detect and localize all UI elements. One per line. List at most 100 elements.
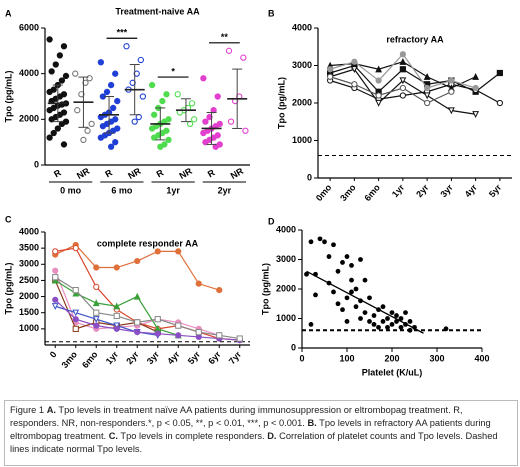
data-point [60, 141, 68, 148]
data-point [48, 68, 55, 75]
series-marker [375, 92, 382, 99]
caption-text: D. [267, 431, 277, 441]
caption-text: C. [108, 431, 119, 441]
panel-label: C [5, 214, 12, 224]
data-point [344, 319, 350, 324]
series-marker [399, 51, 406, 58]
data-point [353, 304, 359, 310]
caption-text: B. [307, 418, 317, 428]
x-tick-label: 200 [384, 353, 399, 363]
data-point [151, 134, 158, 141]
y-tick-label: 2000 [19, 291, 39, 301]
data-point [112, 139, 119, 146]
data-point [443, 326, 449, 332]
x-tick-label: 0 [48, 349, 59, 359]
data-point [380, 304, 386, 310]
data-point [112, 70, 119, 77]
series-marker [399, 84, 406, 92]
series-marker [375, 65, 383, 73]
series-marker [154, 330, 161, 337]
data-point [349, 289, 354, 295]
y-tick-label: 4000 [19, 68, 39, 78]
x-tick-label: 2yr [124, 349, 141, 366]
data-point [313, 292, 318, 298]
series-line [329, 79, 501, 104]
data-point [304, 271, 309, 277]
data-point [398, 316, 404, 321]
significance-label: *** [117, 28, 128, 38]
data-point [353, 286, 359, 292]
x-tick-label: 1yr [390, 182, 407, 199]
data-point [407, 327, 413, 333]
x-tick-label: R [206, 167, 217, 179]
series-marker [93, 264, 100, 271]
data-point [344, 254, 350, 259]
series-marker [216, 287, 223, 294]
data-point [376, 324, 381, 330]
chart-title: Treatment-naive AA [115, 6, 200, 16]
group-label: 6 mo [111, 185, 133, 195]
series-marker [92, 299, 100, 307]
data-point [129, 79, 136, 86]
series-marker [134, 257, 141, 265]
data-point [148, 125, 156, 132]
data-point [46, 88, 53, 96]
data-point [367, 319, 372, 324]
data-point [99, 123, 107, 130]
data-point [371, 313, 377, 318]
x-tick-label: 5yr [186, 349, 203, 366]
data-point [60, 43, 68, 50]
group-label: 1yr [166, 185, 180, 195]
series-marker [134, 328, 141, 336]
data-point [371, 322, 377, 327]
data-point [62, 72, 70, 80]
data-point [88, 120, 95, 128]
data-point [344, 295, 350, 301]
y-axis-label: Tpo (pg/mL) [3, 263, 13, 315]
series-marker [175, 248, 182, 255]
series-line [329, 64, 501, 93]
group-label: 0 mo [60, 185, 82, 195]
series-marker [51, 303, 59, 310]
series-marker [52, 267, 59, 274]
data-point [131, 118, 138, 125]
y-tick-label: 0 [291, 342, 296, 352]
y-tick-label: 3000 [292, 60, 312, 70]
caption-text: Tpo levels in complete responders. [118, 431, 268, 441]
data-point [137, 56, 144, 64]
series-marker [472, 73, 480, 80]
data-point [114, 97, 121, 105]
series-marker [496, 69, 503, 77]
y-tick-label: 3500 [19, 243, 39, 253]
series-line [55, 247, 240, 341]
data-point [335, 301, 341, 307]
data-point [174, 91, 181, 98]
x-tick-label: 4yr [463, 182, 480, 199]
series-marker [327, 73, 334, 80]
series-marker [195, 280, 202, 287]
data-point [326, 254, 332, 259]
series-line [54, 276, 240, 340]
y-tick-label: 0 [34, 159, 39, 169]
data-point [123, 43, 130, 50]
data-point [78, 91, 85, 98]
trend-line [306, 270, 424, 334]
data-point [389, 322, 395, 327]
series-marker [448, 77, 455, 84]
data-point [349, 277, 354, 283]
series-marker [399, 77, 407, 85]
data-point [242, 127, 249, 134]
series-marker [113, 322, 121, 330]
series-marker [52, 248, 59, 255]
series-marker [113, 302, 121, 310]
data-point [50, 129, 57, 137]
series-marker [399, 92, 406, 99]
data-point [97, 134, 105, 141]
series-marker [472, 84, 479, 92]
series-marker [72, 309, 80, 317]
series-marker [423, 73, 431, 80]
data-point [163, 91, 170, 98]
series-line [55, 305, 158, 336]
x-tick-label: 300 [429, 353, 444, 363]
